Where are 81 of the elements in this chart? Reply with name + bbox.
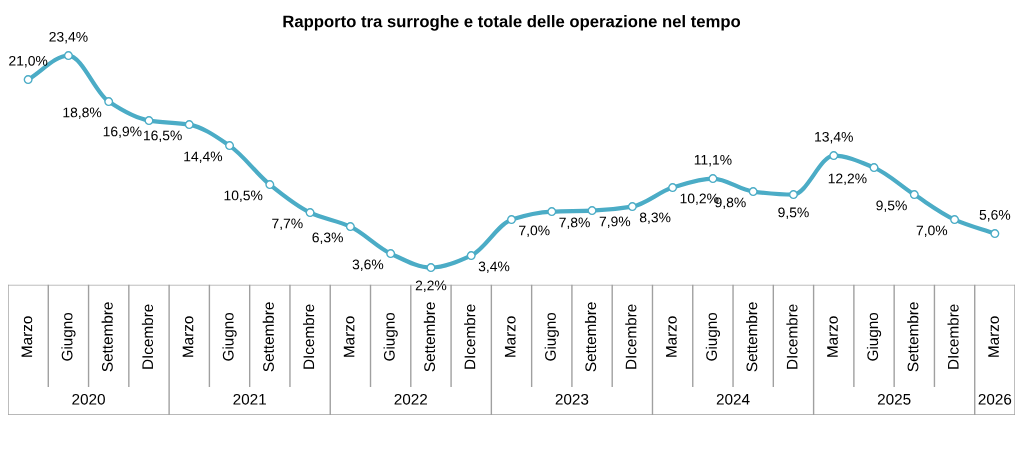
text: 2024 <box>716 393 750 405</box>
point <box>104 97 114 107</box>
data-label: 9,5% <box>876 200 907 212</box>
data-label: 6,3% <box>312 232 343 244</box>
x-tick-label: Marzo <box>343 316 355 357</box>
data-label: 21,0% <box>9 55 48 68</box>
x-tick-label: DIcembre <box>947 304 959 369</box>
point <box>305 208 315 218</box>
point <box>265 180 275 190</box>
point <box>990 229 1000 239</box>
x-tick-label: DIcembre <box>302 304 315 369</box>
point <box>466 251 476 261</box>
x-tick-label: Marzo <box>182 316 194 357</box>
data-label: 5,6% <box>979 209 1011 222</box>
x-tick-label: Settembre <box>101 302 113 372</box>
text: 2020 <box>72 393 105 405</box>
point <box>909 190 919 200</box>
data-label: 13,4% <box>815 131 853 144</box>
point <box>426 263 436 273</box>
point <box>829 151 839 161</box>
data-label: 7,0% <box>519 225 550 237</box>
data-label: 10,5% <box>224 190 263 202</box>
text: 2026 <box>978 393 1012 405</box>
x-tick-label: Settembre <box>262 302 274 372</box>
x-tick-label: Giugno <box>383 312 398 361</box>
x-tick-label: DIcembre <box>786 304 798 369</box>
point <box>668 183 678 193</box>
point <box>547 207 557 217</box>
point <box>63 51 73 61</box>
data-label: 7,7% <box>272 218 303 230</box>
point <box>225 141 235 151</box>
data-label: 16,5% <box>144 130 182 142</box>
x-tick-label: DIcembre <box>464 304 476 369</box>
point <box>708 174 718 184</box>
x-tick-label: Giugno <box>222 312 237 361</box>
x-tick-label: Marzo <box>504 316 516 357</box>
x-tick-label: Settembre <box>423 302 436 372</box>
point <box>23 75 33 85</box>
point <box>788 190 798 200</box>
x-tick-label: DIcembre <box>625 304 637 369</box>
x-tick-label: Giugno <box>705 312 721 361</box>
data-label: 16,9% <box>103 126 142 138</box>
data-label: 12,2% <box>828 173 867 185</box>
data-label: 7,9% <box>599 216 631 228</box>
point <box>345 222 355 232</box>
data-label: 14,4% <box>184 151 223 163</box>
data-label: 11,1% <box>694 154 732 167</box>
data-label: 23,4% <box>49 31 88 44</box>
x-tick-label: Giugno <box>544 312 559 361</box>
text: 2022 <box>394 393 428 405</box>
data-label: 7,8% <box>559 217 590 229</box>
data-label: 8,3% <box>639 212 671 224</box>
text: 2025 <box>877 393 911 405</box>
point <box>144 116 154 126</box>
point <box>184 120 194 130</box>
x-tick-label: Marzo <box>21 316 33 357</box>
point <box>748 187 758 197</box>
point <box>869 163 879 173</box>
text: 2023 <box>555 393 589 405</box>
x-tick-label: Giugno <box>61 312 76 361</box>
point <box>950 215 960 225</box>
x-tick-label: DIcembre <box>141 304 154 369</box>
data-label: 9,5% <box>778 207 809 219</box>
point <box>587 206 597 216</box>
x-tick-label: Giugno <box>866 312 882 361</box>
point <box>386 249 396 259</box>
x-tick-label: Marzo <box>827 316 838 357</box>
data-label: 2,2% <box>415 280 447 292</box>
point <box>627 202 637 212</box>
chart-title: Rapporto tra surroghe e totale delle operazione nel tempo <box>283 15 741 31</box>
point <box>507 215 516 225</box>
x-tick-label: Settembre <box>907 302 919 372</box>
x-tick-label: Marzo <box>666 316 677 357</box>
data-label: 3,4% <box>478 261 510 273</box>
data-label: 18,8% <box>63 107 102 119</box>
data-label: 7,0% <box>916 225 948 237</box>
text: 2021 <box>233 393 266 405</box>
x-tick-label: Settembre <box>584 302 597 372</box>
x-tick-label: Settembre <box>746 302 758 372</box>
data-label: 3,6% <box>352 259 384 271</box>
x-tick-label: Marzo <box>988 316 999 357</box>
